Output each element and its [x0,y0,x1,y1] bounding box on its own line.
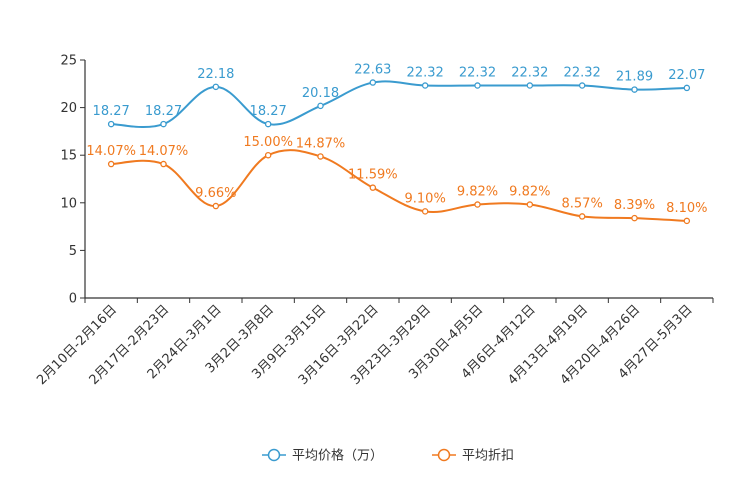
data-point [107,120,115,128]
data-label: 22.32 [511,66,548,81]
legend-marker-icon [437,448,451,462]
data-label: 11.59% [348,168,398,183]
data-label: 8.10% [666,201,707,216]
y-tick-label: 25 [60,54,77,69]
data-point [317,102,324,110]
legend-marker-icon [267,448,281,462]
data-label: 14.87% [296,136,346,151]
y-tick-label: 5 [69,244,77,259]
data-point [369,184,377,191]
data-label: 8.57% [562,196,603,211]
data-labels: 18.27 18.27 22.18 18.27 20.18 22.63 22.32 22.32… [86,63,707,216]
data-label: 22.07 [668,68,705,83]
data-label: 18.27 [145,104,182,119]
data-label: 14.07% [86,144,136,159]
data-point [317,153,324,160]
data-label: 18.27 [250,104,287,119]
data-label: 15.00% [243,135,293,150]
data-label: 14.07% [139,144,189,159]
y-tick-label: 0 [69,292,77,307]
data-label: 20.18 [302,86,339,101]
data-label: 9.66% [195,186,236,201]
data-point [683,217,691,225]
data-point [474,201,481,208]
chart-axes [84,60,713,299]
y-tick-label: 10 [60,196,77,211]
data-point [683,84,691,92]
data-point [212,83,220,91]
y-tick-label: 15 [60,149,77,164]
data-point [578,82,586,89]
data-label: 9.10% [405,191,446,206]
data-point [107,160,115,168]
data-point [526,82,534,89]
x-axis-ticks: 2月10日-2月16日2月17日-2月23日2月24日-3月1日3月2日-3月8… [34,298,714,388]
legend-label: 平均价格（万） [292,448,383,464]
data-label: 8.39% [614,198,655,213]
data-label: 22.32 [564,66,601,81]
data-point [578,213,586,220]
series-line-0 [111,80,687,129]
legend-item-1[interactable]: 平均折扣 [432,449,514,464]
y-tick-label: 20 [60,101,77,116]
data-point [212,202,220,210]
data-point [631,214,638,222]
data-point [160,160,167,168]
data-label: 18.27 [93,104,130,119]
data-point [421,82,429,89]
data-label: 22.63 [354,63,391,78]
legend-item-0[interactable]: 平均价格（万） [262,448,383,464]
data-label: 21.89 [616,70,653,85]
data-label: 22.32 [459,66,496,81]
data-point [421,208,429,215]
chart-series [107,79,691,225]
data-point [264,151,272,159]
data-label: 9.82% [457,185,498,200]
chart-legend[interactable]: 平均价格（万） 平均折扣 [262,448,514,464]
data-label: 22.18 [197,67,234,82]
legend-label: 平均折扣 [462,449,514,464]
data-point [264,120,272,128]
y-axis-ticks: 0 5 10 15 20 25 [60,54,85,307]
data-point [631,86,638,93]
data-label: 9.82% [509,185,550,200]
data-point [474,82,481,89]
data-point [369,79,377,86]
data-point [160,120,167,128]
data-point [526,201,534,208]
data-label: 22.32 [407,66,444,81]
